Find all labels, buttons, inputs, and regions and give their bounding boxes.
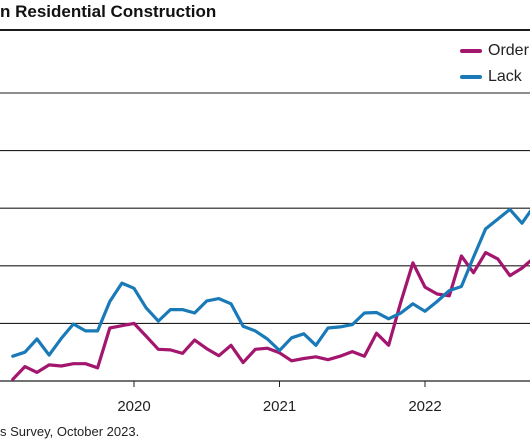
series-line-order: [11, 251, 530, 381]
legend-item-order: Order: [460, 38, 529, 64]
legend-label-order: Order: [488, 42, 529, 59]
legend-swatch-lack: [460, 75, 482, 79]
legend: Order Lack: [460, 38, 529, 90]
legend-item-lack: Lack: [460, 64, 529, 90]
source-note: s Survey, October 2023.: [0, 424, 140, 439]
chart-title: n Residential Construction: [0, 2, 217, 21]
legend-swatch-order: [460, 49, 482, 53]
x-tick-label: 2021: [263, 398, 296, 415]
x-tick-label: 2020: [117, 398, 150, 415]
title-divider: [0, 29, 530, 31]
x-tick-label: 2022: [408, 398, 441, 415]
series-line-lack: [11, 207, 530, 358]
legend-label-lack: Lack: [488, 68, 522, 85]
